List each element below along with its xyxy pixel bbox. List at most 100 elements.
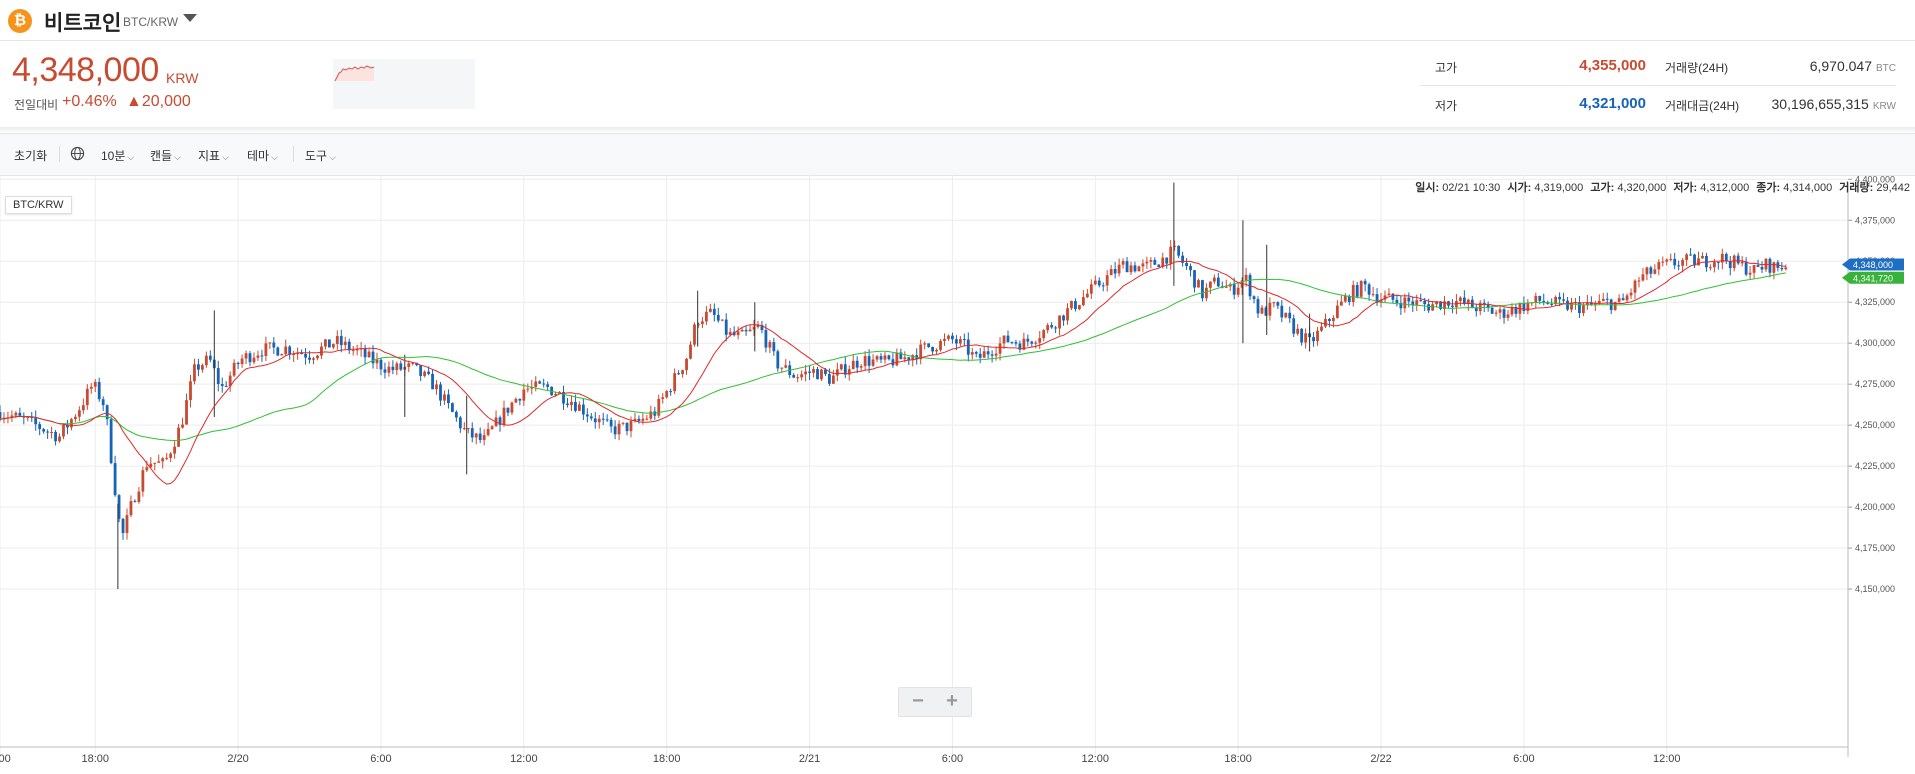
candle-body [1415,300,1419,306]
candle-body [1419,300,1423,302]
candle-body [685,358,688,371]
candle-body [1177,245,1181,256]
candle-body [1101,285,1105,287]
candle-body [312,358,315,360]
candle-body [371,351,375,364]
current-price: 4,348,000 [12,51,159,89]
candle-body [879,356,883,360]
candle-body [415,362,419,366]
chart-toolbar: 초기화 10분 ⌵ 캔들 ⌵ 지표 ⌵ 테마 ⌵ 도구 ⌵ [0,133,1915,176]
candle-body [835,369,839,376]
candle-body [1466,299,1470,304]
zoom-out-button[interactable]: − [912,690,924,712]
candle-body [379,359,383,370]
candle-body [1018,343,1022,350]
tools-dropdown[interactable]: 도구 ⌵ [305,147,336,164]
candle-body [1490,307,1494,314]
caret-down-icon[interactable] [183,14,197,22]
amount-24h: 30,196,655,315 KRW [1740,96,1896,112]
candle-body [1097,280,1101,286]
candle-body [701,321,704,324]
candle-body [93,381,97,387]
candle-label: 캔들 [150,149,173,163]
candle-body [820,369,823,380]
candle-body [1113,269,1117,274]
candle-body [1712,262,1716,268]
candle-body [1645,267,1649,275]
candle-body [454,411,458,418]
candle-body [447,394,450,404]
y-tick-label: 4,175,000 [1855,543,1895,553]
candle-body [1280,305,1284,318]
candle-body [748,329,752,332]
candle-body [1236,287,1240,295]
candlestick-chart[interactable]: 4,150,000 4,175,000 4,200,000 4,225,000 4,25… [0,174,1915,769]
candle-body [355,349,359,351]
candle-body [653,411,657,416]
candle-body [617,423,621,435]
candle-body [1022,338,1026,350]
candle-body [1593,303,1597,305]
info-close-value: 4,314,000 [1783,182,1833,194]
y-tick-label: 4,250,000 [1855,420,1895,430]
theme-dropdown[interactable]: 테마 ⌵ [247,147,278,164]
candle-body [129,501,133,516]
candle-body [474,433,478,438]
candle-body [46,431,50,433]
globe-icon[interactable] [70,146,85,161]
change-label: 전일대비 [14,98,59,112]
chart-container[interactable]: 4,150,000 4,175,000 4,200,000 4,225,000 4,25… [0,174,1915,769]
candle-body [514,398,518,403]
candle-body [554,393,557,396]
candle-body [181,424,184,428]
candle-body [335,336,339,345]
interval-dropdown[interactable]: 10분 ⌵ [101,147,134,164]
candle-body [133,501,137,503]
chevron-down-icon: ⌵ [271,152,278,162]
candle-dropdown[interactable]: 캔들 ⌵ [150,147,181,164]
reset-button[interactable]: 초기화 [14,149,48,163]
candle-body [1431,304,1435,311]
candle-body [240,358,244,365]
candle-body [824,369,827,375]
indicator-dropdown[interactable]: 지표 ⌵ [198,147,229,164]
candle-body [546,384,550,387]
candle-body [593,418,597,423]
candle-body [1613,301,1617,310]
candle-body [1157,264,1161,267]
candle-body [1272,302,1276,304]
toolbar-divider [293,146,294,162]
candle-body [605,419,609,421]
candle-body [121,518,125,534]
candle-body [1197,280,1200,288]
volume-unit: BTC [1876,63,1896,74]
candle-body [1038,338,1042,343]
candle-body [165,457,169,459]
candle-body [808,371,811,373]
candle-body [125,515,129,534]
candle-body [34,417,38,425]
candle-body [1125,261,1129,273]
candle-body [1343,296,1347,302]
candle-body [427,371,430,374]
candle-body [1720,253,1724,263]
info-low-value: 4,312,000 [1700,182,1750,194]
candle-body [562,391,565,404]
info-open-label: 시가: [1507,182,1532,194]
candle-body [931,346,934,352]
chevron-down-icon: ⌵ [174,152,181,162]
candle-body [669,391,673,393]
candle-body [1407,297,1411,302]
candle-body [697,323,700,325]
candle-body [1062,315,1065,321]
candle-body [1066,308,1069,321]
candle-body [26,417,30,419]
candle-body [1181,255,1185,263]
candle-body [1320,326,1323,331]
candle-body [407,363,411,368]
candle-body [288,346,292,355]
candle-body [18,412,22,416]
zoom-in-button[interactable]: + [946,690,958,712]
candle-body [1669,258,1673,260]
change-percent: +0.46% [62,93,117,110]
